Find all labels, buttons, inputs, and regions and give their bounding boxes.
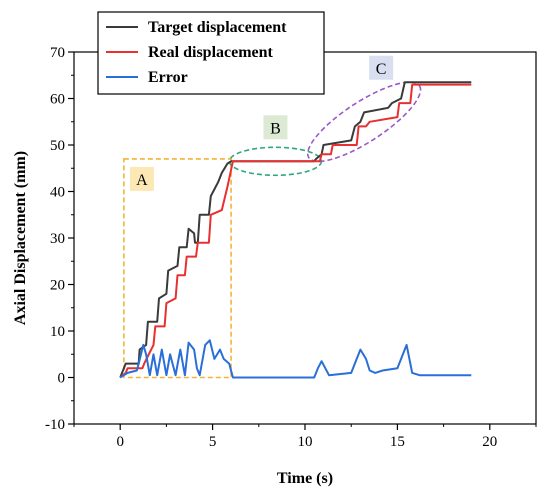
annotation-box-a (123, 158, 232, 379)
legend: Target displacement Real displacement Erro… (97, 11, 325, 95)
y-tick-label: 30 (50, 231, 65, 247)
y-tick-label: 20 (50, 278, 65, 294)
annotation-label-bg-a (129, 166, 154, 191)
x-ticks: 0 5 10 15 20 (73, 424, 537, 450)
y-tick-label: -10 (45, 417, 65, 433)
x-tick-label: 10 (298, 434, 313, 450)
y-axis-title: Axial Displacement (mm) (12, 151, 29, 325)
y-tick-label: 10 (50, 324, 65, 340)
annotation-label-a: A (136, 172, 148, 189)
series-line-target-displacement (119, 81, 472, 378)
x-tick-label: 0 (116, 434, 124, 450)
y-tick-label: 0 (58, 371, 66, 387)
annotation-label-b: B (270, 120, 281, 137)
annotation-label-c: C (376, 61, 387, 78)
x-axis-title: Time (s) (277, 470, 333, 487)
legend-label-real-displacement: Real displacement (148, 44, 274, 61)
annotation-ellipse-c (306, 81, 422, 163)
y-tick-label: 40 (50, 185, 65, 201)
annotation-layer: A B C (123, 55, 422, 379)
x-tick-label: 5 (209, 434, 217, 450)
y-tick-label: 70 (50, 45, 65, 61)
series-line-real-displacement (119, 83, 472, 379)
legend-label-target-displacement: Target displacement (148, 19, 287, 36)
annotation-label-bg-c (369, 55, 394, 80)
y-ticks: -10 0 10 20 30 40 50 60 70 (45, 45, 74, 433)
y-tick-label: 50 (50, 138, 65, 154)
x-tick-label: 15 (390, 434, 405, 450)
series-layer (119, 81, 472, 379)
y-tick-label: 60 (50, 92, 65, 108)
series-line-error (119, 339, 472, 379)
x-tick-label: 20 (482, 434, 497, 450)
annotation-label-bg-b (263, 115, 288, 140)
legend-label-error: Error (148, 69, 188, 86)
